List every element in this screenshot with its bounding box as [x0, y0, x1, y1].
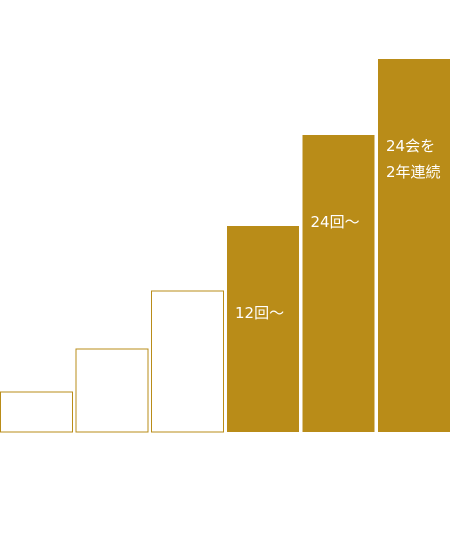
bar-6 [378, 59, 450, 432]
bar-1 [0, 391, 73, 433]
bar-5 [302, 135, 375, 432]
bar-2 [75, 348, 149, 433]
bar-4 [227, 226, 299, 432]
bar-label-5: 24回〜 [311, 213, 360, 231]
bar-label-6: 24会を 2年連続 [386, 137, 441, 181]
bars-group [0, 59, 450, 433]
bar-3 [151, 290, 224, 433]
bar-label-4: 12回〜 [235, 304, 284, 322]
bar-labels-group: 12回〜 24回〜 24会を 2年連続 [235, 137, 441, 322]
